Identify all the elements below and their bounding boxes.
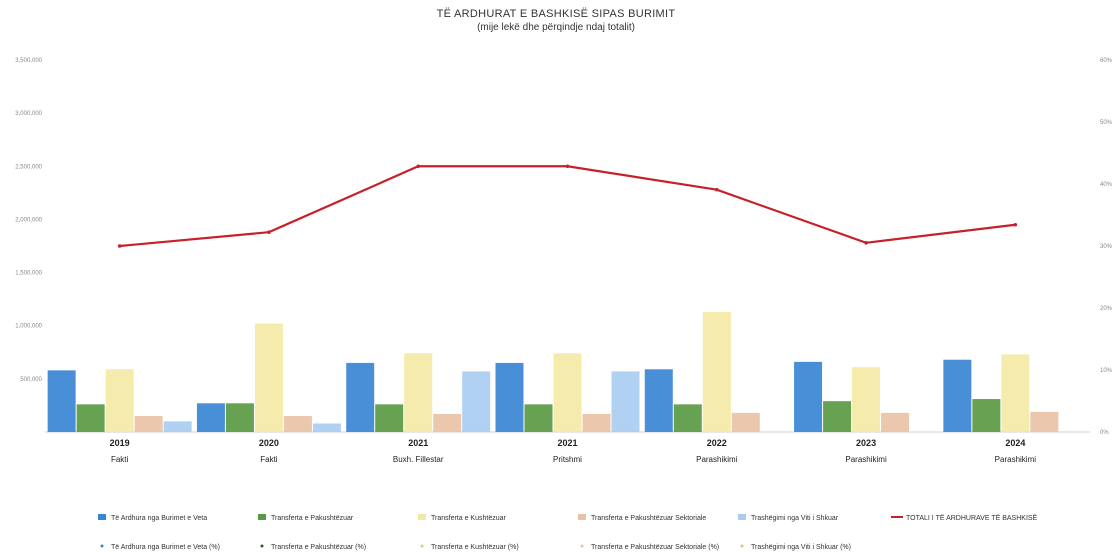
bar-2-5 — [852, 367, 881, 432]
bar-2-0 — [105, 369, 134, 432]
y-axis-right: 0% 10% 20% 30% 40% 50% 60% — [1100, 58, 1113, 436]
bar-2-6 — [1001, 354, 1030, 432]
total-line-path — [119, 165, 1016, 248]
x-tick-stage: Pritshmi — [553, 455, 582, 464]
bar-3-4 — [731, 412, 760, 432]
bar-3-1 — [283, 416, 312, 432]
bar-0-4 — [644, 369, 673, 432]
legend-pct-marker-4 — [740, 544, 744, 548]
legend-label-0: Të Ardhura nga Burimet e Veta — [111, 515, 207, 522]
bar-2-4 — [702, 311, 731, 432]
legend-label-2: Transferta e Kushtëzuar — [431, 515, 507, 522]
y-tick-label: 500,000 — [20, 377, 42, 383]
bar-2-2 — [404, 353, 433, 432]
legend-label-3: Transferta e Pakushtëzuar Sektoriale — [591, 515, 706, 522]
bar-1-4 — [673, 404, 702, 432]
chart-subtitle: (mije lekë dhe përqindje ndaj totalit) — [477, 22, 635, 33]
legend-pct-label-3: Transferta e Pakushtëzuar Sektoriale (%) — [591, 544, 719, 551]
bar-0-0 — [47, 370, 76, 432]
bar-1-6 — [972, 399, 1001, 432]
bar-1-5 — [823, 401, 852, 432]
bar-2-1 — [254, 323, 283, 432]
x-tick-year: 2021 — [408, 438, 428, 448]
y-tick-label: 1,000,000 — [15, 324, 42, 330]
x-tick-stage: Parashikimi — [696, 455, 738, 464]
total-point-0 — [117, 244, 122, 248]
legend-pct-marker-3 — [580, 544, 584, 548]
bar-0-6 — [943, 359, 972, 432]
legend-label-5: TOTALI I TË ARDHURAVE TË BASHKISË — [906, 514, 1038, 522]
bar-3-0 — [134, 416, 163, 432]
total-point-1 — [267, 230, 271, 234]
legend-pct-label-2: Transferta e Kushtëzuar (%) — [431, 544, 519, 551]
x-tick-stage: Buxh. Fillestar — [393, 455, 444, 464]
bar-4-1 — [312, 423, 341, 432]
bar-3-2 — [433, 413, 462, 432]
legend-swatch-1 — [258, 514, 266, 520]
legend-pct-marker-1 — [260, 544, 264, 548]
bar-1-3 — [524, 404, 553, 432]
bar-4-3 — [611, 371, 640, 432]
bar-4-2 — [462, 371, 491, 432]
total-point-3 — [565, 164, 570, 169]
legend-pct-label-0: Të Ardhura nga Burimet e Veta (%) — [111, 544, 220, 551]
total-point-4 — [714, 187, 719, 192]
legend-pct-label-4: Trashëgimi nga Viti i Shkuar (%) — [751, 544, 851, 551]
y2-tick-label: 40% — [1100, 182, 1113, 188]
bar-3-6 — [1030, 411, 1059, 432]
x-tick-year: 2024 — [1005, 438, 1025, 448]
y2-tick-label: 50% — [1100, 120, 1113, 126]
bar-4-0 — [163, 421, 192, 432]
y2-tick-label: 0% — [1100, 430, 1109, 436]
bar-1-0 — [76, 404, 105, 432]
y2-tick-label: 20% — [1100, 306, 1113, 312]
legend-pct-marker-0 — [100, 544, 104, 548]
bar-0-3 — [495, 362, 524, 432]
total-point-2 — [416, 164, 421, 169]
x-tick-year: 2020 — [259, 438, 279, 448]
total-point-5 — [864, 241, 868, 245]
bar-0-1 — [196, 403, 225, 432]
y-axis-left: 500,000 1,000,000 1,500,000 2,000,000 2,500,… — [15, 58, 42, 383]
bar-0-2 — [346, 362, 375, 432]
y-tick-label: 1,500,000 — [15, 271, 42, 277]
total-point-6 — [1013, 222, 1018, 227]
chart-title: TË ARDHURAT E BASHKISË SIPAS BURIMIT — [437, 8, 676, 20]
legend-label-4: Trashëgimi nga Viti i Shkuar — [751, 515, 839, 522]
y-tick-label: 2,000,000 — [15, 217, 42, 223]
x-tick-stage: Fakti — [111, 455, 129, 464]
legend-pct-label-1: Transferta e Pakushtëzuar (%) — [271, 544, 366, 551]
bar-1-1 — [225, 403, 254, 432]
bar-0-5 — [794, 361, 823, 432]
y2-tick-label: 60% — [1100, 58, 1113, 64]
bar-3-5 — [881, 412, 910, 432]
legend-label-1: Transferta e Pakushtëzuar — [271, 515, 354, 522]
x-tick-year: 2023 — [856, 438, 876, 448]
legend-swatch-4 — [738, 514, 746, 520]
x-tick-year: 2019 — [110, 438, 130, 448]
y-tick-label: 3,500,000 — [15, 58, 42, 64]
bar-3-3 — [582, 413, 611, 432]
y2-tick-label: 10% — [1100, 368, 1113, 374]
legend-swatch-0 — [98, 514, 106, 520]
y-tick-label: 2,500,000 — [15, 164, 42, 170]
x-tick-year: 2022 — [707, 438, 727, 448]
total-line — [117, 164, 1018, 248]
x-tick-stage: Parashikimi — [845, 455, 887, 464]
x-tick-stage: Fakti — [260, 455, 278, 464]
x-tick-stage: Parashikimi — [995, 455, 1037, 464]
legend: Të Ardhura nga Burimet e Veta Transferta … — [98, 514, 1038, 551]
x-axis: 2019 Fakti 2020 Fakti 2021 Buxh. Fillestar 202… — [110, 438, 1037, 464]
bar-series — [47, 311, 1059, 432]
legend-swatch-2 — [418, 514, 426, 520]
x-tick-year: 2021 — [557, 438, 577, 448]
legend-pct-marker-2 — [420, 544, 424, 548]
y-tick-label: 3,000,000 — [15, 111, 42, 117]
bar-1-2 — [375, 404, 404, 432]
legend-swatch-3 — [578, 514, 586, 520]
bar-2-3 — [553, 353, 582, 432]
y2-tick-label: 30% — [1100, 244, 1113, 250]
